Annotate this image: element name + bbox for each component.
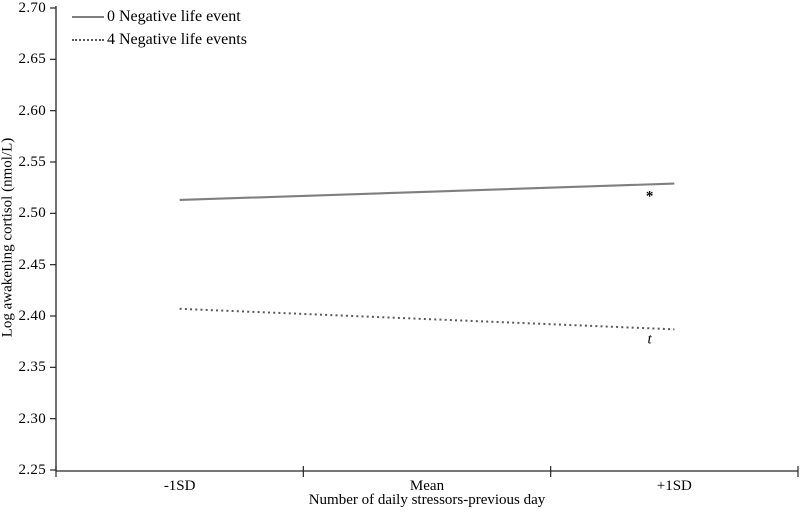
- x-tick-label: +1SD: [656, 478, 692, 494]
- x-axis-title: Number of daily stressors-previous day: [308, 492, 546, 508]
- y-tick-label: 2.55: [18, 154, 46, 170]
- y-tick-label: 2.40: [18, 308, 46, 324]
- x-tick-label: Mean: [409, 478, 445, 494]
- y-tick-label: 2.65: [18, 51, 46, 68]
- legend-label-4-negative-life-events: 4 Negative life events: [107, 30, 247, 48]
- y-tick-label: 2.70: [18, 0, 46, 16]
- y-tick-label: 2.30: [18, 410, 46, 427]
- series-line-0-negative-life-event: [179, 182, 675, 202]
- y-tick-label: 2.45: [18, 256, 46, 273]
- legend-item-0-negative-life-event: 0 Negative life event: [72, 5, 247, 28]
- x-tick-label: -1SD: [163, 478, 196, 494]
- y-tick-label: 2.35: [18, 359, 46, 376]
- y-axis-title: Log awakening cortisol (nmol/L): [0, 137, 16, 338]
- legend-label-0-negative-life-event: 0 Negative life event: [107, 7, 241, 25]
- legend: 0 Negative life event 4 Negative life ev…: [72, 5, 247, 51]
- y-tick-label: 2.25: [18, 462, 46, 478]
- annotation-trend-t: t: [647, 331, 652, 348]
- y-tick-label: 2.50: [18, 205, 46, 222]
- legend-line-sample-solid-icon: [72, 15, 104, 18]
- annotation-significance-asterisk: *: [645, 188, 654, 205]
- y-tick-label: 2.60: [18, 102, 46, 119]
- legend-item-4-negative-life-events: 4 Negative life events: [72, 28, 247, 51]
- series-line-4-negative-life-events: [179, 307, 675, 331]
- legend-line-sample-dotted-icon: [72, 38, 104, 41]
